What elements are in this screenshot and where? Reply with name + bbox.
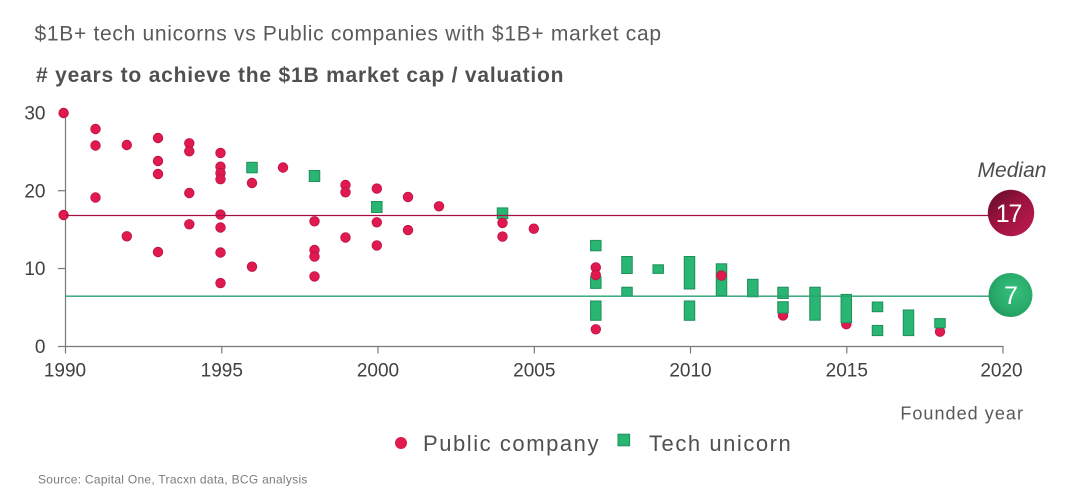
svg-text:2005: 2005: [513, 361, 555, 382]
svg-text:Founded year: Founded year: [900, 404, 1024, 424]
svg-text:Public company: Public company: [423, 431, 600, 456]
svg-text:17: 17: [996, 200, 1022, 228]
svg-text:2015: 2015: [826, 361, 868, 382]
svg-text:30: 30: [24, 104, 45, 125]
svg-text:2000: 2000: [357, 361, 399, 382]
svg-text:Tech unicorn: Tech unicorn: [649, 431, 792, 456]
svg-text:1995: 1995: [201, 361, 243, 382]
svg-text:Source: Capital One, Tracxn da: Source: Capital One, Tracxn data, BCG an…: [38, 473, 308, 487]
svg-text:0: 0: [35, 337, 46, 358]
svg-text:$1B+ tech unicorns vs Public c: $1B+ tech unicorns vs Public companies w…: [35, 23, 662, 46]
svg-text:1990: 1990: [44, 361, 86, 382]
svg-text:20: 20: [24, 182, 45, 203]
svg-text:2020: 2020: [980, 361, 1022, 382]
svg-text:Median: Median: [978, 159, 1047, 182]
svg-text:2010: 2010: [669, 361, 711, 382]
svg-text:7: 7: [1004, 282, 1018, 310]
svg-text:10: 10: [24, 259, 45, 280]
svg-text:# years to achieve the $1B mar: # years to achieve the $1B market cap / …: [36, 64, 564, 87]
